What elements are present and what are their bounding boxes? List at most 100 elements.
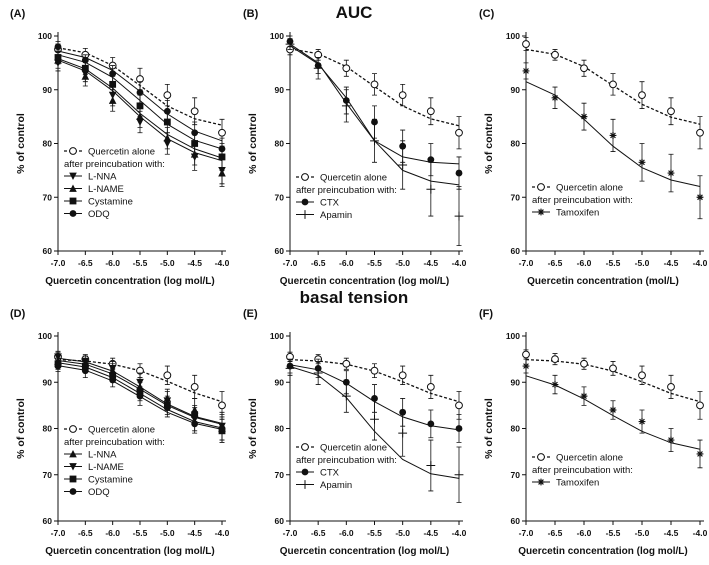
legend-marker: [69, 184, 77, 192]
legend-label: L-NNA: [88, 172, 117, 183]
legend-marker: [301, 443, 309, 451]
legend-marker: [301, 173, 309, 181]
y-tick-label-a: 90: [43, 85, 53, 95]
y-tick-label-b: 80: [275, 139, 285, 149]
legend-label: CTX: [320, 198, 340, 209]
x-tick-label-b: -4.0: [452, 258, 467, 268]
x-tick-label-b: -7.0: [283, 258, 298, 268]
y-tick-label-d: 90: [43, 377, 53, 387]
panel-label-f: (F): [479, 308, 493, 320]
y-tick-label-a: 70: [43, 192, 53, 202]
x-tick-label-c: -4.5: [664, 258, 679, 268]
x-tick-label-a: -5.0: [160, 258, 175, 268]
legend-marker: [69, 488, 77, 495]
y-axis-label-d: % of control: [15, 398, 27, 459]
legend-item-apamin: Apamin: [296, 210, 352, 221]
series-f-tamoxifen: [522, 358, 704, 469]
y-tick-label-c: 70: [511, 192, 521, 202]
legend-header: after preincubation with:: [532, 195, 633, 206]
panel-b: (B) % of control 60 70 80 90 100 -7.0 -6.5 -6.0 -5…: [243, 8, 467, 287]
data-point: [218, 401, 226, 410]
section-title-auc: AUC: [336, 3, 373, 22]
legend-header: after preincubation with:: [64, 437, 165, 448]
data-point: [342, 359, 351, 368]
legend-label: Tamoxifen: [556, 208, 599, 219]
data-point: [163, 371, 172, 380]
legend-item-cystamine: Cystamine: [64, 197, 133, 208]
legend-label: L-NAME: [88, 184, 124, 195]
y-tick-label-c: 90: [511, 85, 521, 95]
data-point: [398, 428, 408, 438]
data-point: [551, 50, 559, 59]
y-tick-label-e: 80: [275, 424, 285, 434]
data-point: [313, 368, 323, 378]
y-tick-label-c: 100: [506, 31, 520, 41]
x-tick-label-b: -6.5: [311, 258, 326, 268]
legend-marker: [69, 475, 77, 483]
x-tick-label-c: -4.0: [693, 258, 708, 268]
legend-marker: [301, 468, 309, 476]
x-tick-label-d: -4.5: [187, 528, 202, 538]
x-tick-label-f: -4.0: [693, 528, 708, 538]
data-point: [426, 461, 436, 470]
y-axis-label-e: % of control: [247, 398, 259, 459]
y-tick-label-a: 100: [38, 31, 52, 41]
legend-label: Apamin: [320, 480, 352, 491]
data-point: [696, 450, 704, 458]
panel-a: (A) % of control 60 70 80 90 100 -7.0 -6.5 -6.0 -5…: [10, 8, 230, 287]
legend-marker: [69, 425, 77, 433]
data-point: [370, 136, 379, 146]
legend-header: after preincubation with:: [532, 465, 633, 476]
y-tick-label-f: 100: [506, 331, 520, 341]
legend-marker: [69, 450, 77, 458]
data-point: [580, 359, 588, 368]
data-point: [398, 91, 407, 100]
data-point: [638, 418, 646, 425]
data-point: [609, 132, 617, 139]
legend-marker: [300, 210, 310, 219]
y-tick-label-f: 70: [511, 470, 521, 480]
x-tick-label-f: -6.5: [548, 528, 563, 538]
x-tick-label-f: -5.5: [606, 528, 621, 538]
series-a-odq: [54, 40, 226, 161]
legend-marker: [537, 208, 545, 216]
x-tick-label-e: -5.0: [395, 528, 410, 538]
x-axis-label-d: Quercetin concentration (log mol/L): [45, 546, 214, 557]
data-point: [551, 381, 559, 388]
legend-label: L-NNA: [88, 450, 117, 461]
x-tick-label-c: -5.0: [635, 258, 650, 268]
panel-label-c: (C): [479, 8, 495, 20]
legend-header: after preincubation with:: [296, 185, 397, 196]
x-tick-label-d: -5.5: [133, 528, 148, 538]
data-point: [370, 414, 379, 424]
data-point: [580, 64, 588, 73]
panel-label-a: (A): [10, 8, 26, 20]
legend-item-quercetin-alone: Quercetin alone: [532, 453, 623, 464]
y-tick-label-d: 80: [43, 424, 53, 434]
series-e-apamin: [285, 361, 464, 503]
data-point: [163, 91, 172, 100]
y-tick-label-f: 60: [511, 516, 521, 526]
legend-item-l-name: L-NAME: [64, 462, 124, 473]
legend-marker: [537, 478, 545, 486]
legend-item-tamoxifen: Tamoxifen: [532, 478, 599, 489]
x-tick-label-a: -4.5: [187, 258, 202, 268]
data-point: [54, 43, 62, 51]
legend-marker: [69, 197, 77, 205]
series-f-quercetin-alone: [522, 349, 704, 420]
data-point: [522, 362, 530, 370]
legend-item-quercetin-alone: Quercetin alone: [296, 443, 387, 454]
legend-item-quercetin-alone: Quercetin alone: [296, 173, 387, 184]
data-point: [81, 72, 90, 80]
legend-label: ODQ: [88, 487, 110, 498]
data-point: [191, 420, 199, 428]
legend-label: Quercetin alone: [320, 173, 387, 184]
data-point: [218, 169, 226, 177]
legend-label: Quercetin alone: [88, 147, 155, 158]
data-point: [426, 107, 435, 116]
data-point: [522, 67, 530, 75]
series-e-quercetin-alone: [286, 351, 463, 420]
x-tick-label-d: -4.0: [215, 528, 230, 538]
